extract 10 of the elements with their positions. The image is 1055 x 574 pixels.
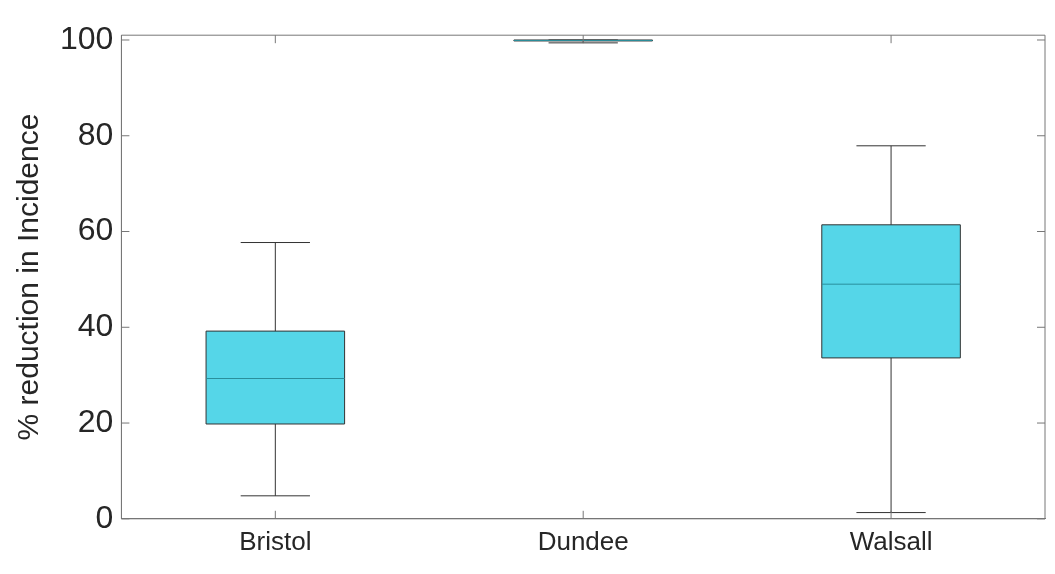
y-tick-label: 0 — [95, 498, 114, 535]
x-tick-label: Dundee — [537, 525, 629, 556]
x-tick-label: Bristol — [239, 525, 312, 556]
y-tick-label: 60 — [77, 211, 114, 248]
x-tick-label: Walsall — [849, 525, 933, 556]
y-tick-label: 100 — [60, 19, 114, 56]
y-tick-label: 20 — [77, 402, 114, 439]
y-tick-label: 40 — [77, 307, 114, 344]
y-axis-title: % reduction in Incidence — [11, 113, 45, 441]
y-tick-label: 80 — [77, 115, 114, 152]
